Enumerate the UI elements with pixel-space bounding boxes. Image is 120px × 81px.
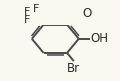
Text: OH: OH <box>91 32 109 45</box>
Text: Br: Br <box>67 62 80 75</box>
Text: O: O <box>83 7 92 20</box>
Text: F: F <box>24 15 30 25</box>
Text: F: F <box>24 7 30 17</box>
Text: F: F <box>33 3 40 14</box>
